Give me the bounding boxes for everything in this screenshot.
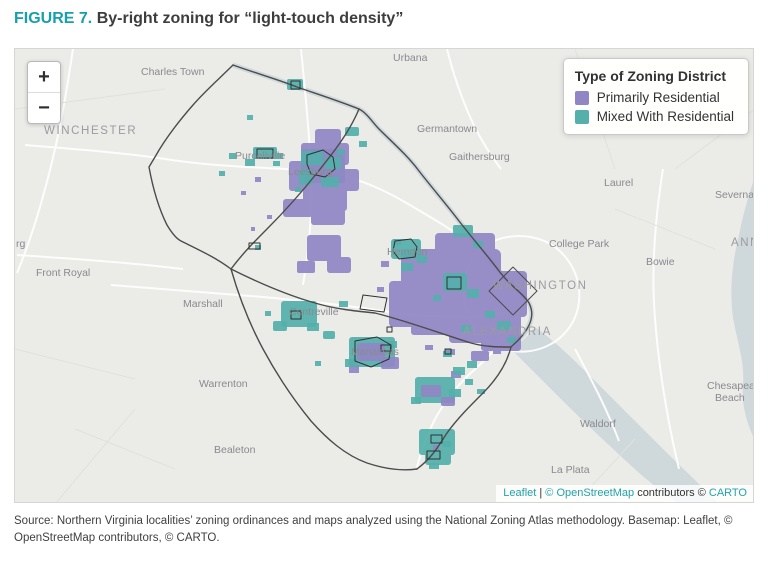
attribution-divider: | <box>539 487 543 499</box>
purple-swatch-icon <box>574 90 589 105</box>
leaflet-link[interactable]: Leaflet <box>503 487 537 499</box>
legend-item-label: Primarily Residential <box>596 90 720 105</box>
osm-link[interactable]: © OpenStreetMap <box>545 487 635 499</box>
map-attribution: Leaflet | © OpenStreetMap contributors ©… <box>496 485 753 502</box>
legend-title: Type of Zoning District <box>574 68 727 84</box>
teal-swatch-icon <box>574 109 589 124</box>
figure-title: FIGURE 7. By-right zoning for “light-tou… <box>14 10 403 28</box>
legend-item-primarily-residential: Primarily Residential <box>574 90 734 105</box>
attribution-contributors: contributors © <box>637 487 706 499</box>
water-layer <box>511 182 753 502</box>
zoning-mixed-layer <box>219 79 516 469</box>
carto-link[interactable]: CARTO <box>708 487 747 499</box>
county-boundaries <box>148 64 538 471</box>
zoom-out-button[interactable]: − <box>28 92 60 123</box>
legend-item-mixed-with-residential: Mixed With Residential <box>574 109 734 124</box>
map-legend: Type of Zoning District Primarily Reside… <box>562 58 749 135</box>
legend-item-label: Mixed With Residential <box>596 109 734 124</box>
town-boundaries <box>248 80 462 460</box>
zoom-in-button[interactable]: + <box>38 66 50 88</box>
figure-number: FIGURE 7. <box>14 10 93 27</box>
figure-caption: By-right zoning for “light-touch density… <box>96 10 404 27</box>
map-viewport[interactable]: Charles Town Urbana WINCHESTER Germantow… <box>14 48 754 503</box>
zoom-control: + − <box>27 61 61 124</box>
source-caption: Source: Northern Virginia localities’ zo… <box>14 515 733 545</box>
